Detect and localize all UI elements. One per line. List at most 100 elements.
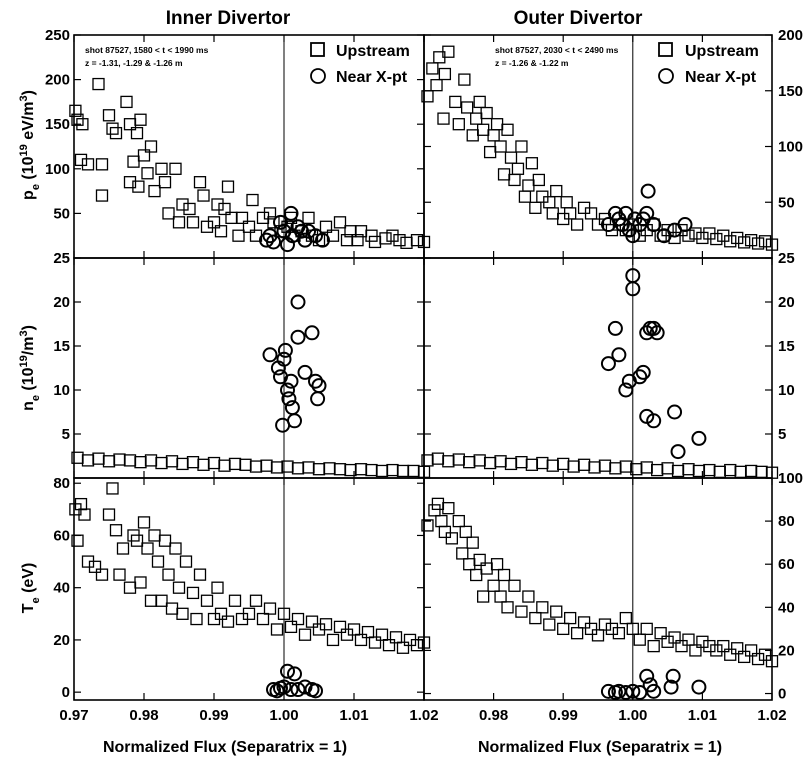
near-xpt-point <box>649 325 665 341</box>
upstream-point <box>501 601 514 614</box>
upstream-point <box>428 504 441 517</box>
y-tick-label: 0 <box>62 684 70 701</box>
upstream-point <box>386 463 399 477</box>
upstream-point <box>365 229 378 242</box>
upstream-point <box>461 101 474 114</box>
upstream-point <box>738 650 751 664</box>
upstream-point <box>477 590 490 603</box>
upstream-point <box>689 227 702 240</box>
near-xpt-point <box>280 237 295 253</box>
upstream-point <box>200 220 214 233</box>
upstream-point <box>88 560 102 573</box>
near-xpt-point <box>635 364 651 380</box>
upstream-point <box>724 235 737 248</box>
upstream-point <box>480 106 493 120</box>
inner-annotation-line1: shot 87527, 1580 < t < 1990 ms <box>85 45 209 55</box>
upstream-point <box>522 179 535 192</box>
y-tick-label: 15 <box>53 338 70 355</box>
upstream-point <box>127 155 140 168</box>
upstream-point <box>102 109 116 122</box>
upstream-point <box>102 455 116 468</box>
near-xpt-point <box>667 404 683 420</box>
upstream-point <box>501 123 514 136</box>
legend-inner: Upstream Near X-pt <box>310 42 410 86</box>
upstream-point <box>619 611 632 625</box>
upstream-point <box>228 594 242 607</box>
upstream-point <box>193 176 207 189</box>
upstream-point <box>654 627 667 640</box>
upstream-point <box>546 459 559 472</box>
upstream-point <box>765 238 779 251</box>
near-xpt-point <box>639 668 655 684</box>
upstream-point <box>731 642 744 655</box>
upstream-point <box>497 168 511 181</box>
upstream-point <box>449 95 462 109</box>
upstream-point <box>713 465 726 478</box>
upstream-point <box>123 454 137 467</box>
near-xpt-point <box>625 683 641 699</box>
y-tick-label: 50 <box>778 194 795 211</box>
upstream-point <box>543 618 556 631</box>
upstream-point <box>197 458 210 471</box>
upstream-point <box>176 607 189 620</box>
y-tick-label: 10 <box>53 382 70 399</box>
upstream-point <box>200 594 214 607</box>
panel-outer-te: 0.98 0.99 1.00 1.01 1.02 0 20 40 60 80 100 <box>421 470 803 724</box>
upstream-point <box>508 173 521 187</box>
upstream-point <box>494 455 507 468</box>
upstream-point <box>368 636 382 649</box>
upstream-point <box>442 502 455 515</box>
x-tick-label: 0.97 <box>59 707 88 724</box>
near-xpt-point <box>677 217 693 233</box>
upstream-point <box>445 532 458 545</box>
upstream-point <box>536 456 549 470</box>
upstream-point <box>437 112 450 125</box>
x-tick-label: 1.00 <box>618 707 647 724</box>
upstream-point <box>689 644 702 657</box>
upstream-point <box>438 67 452 81</box>
x-tick-label: 1.00 <box>269 707 298 724</box>
upstream-point <box>312 463 326 476</box>
upstream-point <box>452 118 465 131</box>
upstream-point <box>141 542 154 555</box>
upstream-point <box>221 180 235 193</box>
upstream-point <box>487 579 500 592</box>
y-tick-label: 100 <box>45 161 70 178</box>
upstream-point <box>477 123 490 136</box>
upstream-point <box>235 211 249 225</box>
legend-outer: Upstream Near X-pt <box>658 42 759 86</box>
upstream-point <box>458 73 471 86</box>
upstream-point <box>490 118 504 131</box>
upstream-point <box>529 611 542 625</box>
upstream-point <box>218 459 231 472</box>
near-xpt-point <box>625 228 641 244</box>
upstream-point <box>69 104 82 117</box>
y-tick-label: 40 <box>778 599 795 616</box>
upstream-point <box>532 173 545 187</box>
upstream-point <box>609 462 622 475</box>
upstream-point <box>148 184 161 198</box>
near-xpt-point <box>315 232 330 248</box>
panel-frame <box>73 257 425 479</box>
upstream-point <box>765 655 779 668</box>
upstream-point <box>626 622 639 636</box>
near-xpt-point <box>297 364 313 380</box>
upstream-point <box>382 639 396 652</box>
upstream-point <box>211 198 224 211</box>
legend-upstream-marker <box>310 42 325 57</box>
upstream-point <box>651 463 664 477</box>
upstream-point <box>591 629 605 642</box>
upstream-point <box>470 568 483 582</box>
upstream-point <box>744 464 758 478</box>
near-xpt-point <box>600 683 616 699</box>
upstream-point <box>242 607 256 620</box>
near-xpt-point <box>287 666 302 682</box>
near-xpt-point <box>283 682 299 698</box>
upstream-point <box>550 605 563 618</box>
upstream-point <box>438 525 452 539</box>
panel-inner-ne: 5 10 15 20 25 <box>53 250 431 479</box>
upstream-point <box>751 652 765 666</box>
y-tick-label: 50 <box>53 205 70 222</box>
x-tick-label: 0.98 <box>479 707 508 724</box>
upstream-point <box>379 232 392 245</box>
